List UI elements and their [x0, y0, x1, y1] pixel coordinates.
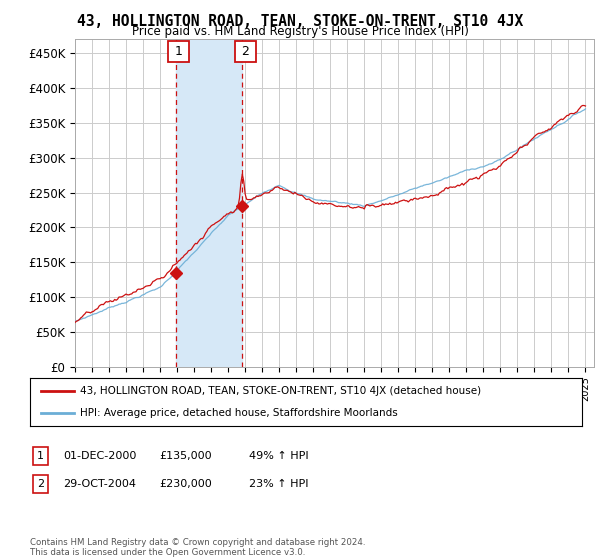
Text: £135,000: £135,000: [159, 451, 212, 461]
Text: 29-OCT-2004: 29-OCT-2004: [63, 479, 136, 489]
Bar: [176, 39, 242, 367]
Text: 23% ↑ HPI: 23% ↑ HPI: [249, 479, 308, 489]
Text: 49% ↑ HPI: 49% ↑ HPI: [249, 451, 308, 461]
Text: 1: 1: [37, 451, 44, 461]
Text: 43, HOLLINGTON ROAD, TEAN, STOKE-ON-TRENT, ST10 4JX: 43, HOLLINGTON ROAD, TEAN, STOKE-ON-TREN…: [77, 14, 523, 29]
Text: 43, HOLLINGTON ROAD, TEAN, STOKE-ON-TRENT, ST10 4JX (detached house): 43, HOLLINGTON ROAD, TEAN, STOKE-ON-TREN…: [80, 386, 481, 396]
Text: Price paid vs. HM Land Registry's House Price Index (HPI): Price paid vs. HM Land Registry's House …: [131, 25, 469, 38]
Text: 1: 1: [175, 45, 182, 58]
Text: 2: 2: [37, 479, 44, 489]
Text: HPI: Average price, detached house, Staffordshire Moorlands: HPI: Average price, detached house, Staf…: [80, 408, 397, 418]
Text: 2: 2: [241, 45, 249, 58]
Text: £230,000: £230,000: [159, 479, 212, 489]
Text: 01-DEC-2000: 01-DEC-2000: [63, 451, 136, 461]
Text: Contains HM Land Registry data © Crown copyright and database right 2024.
This d: Contains HM Land Registry data © Crown c…: [30, 538, 365, 557]
